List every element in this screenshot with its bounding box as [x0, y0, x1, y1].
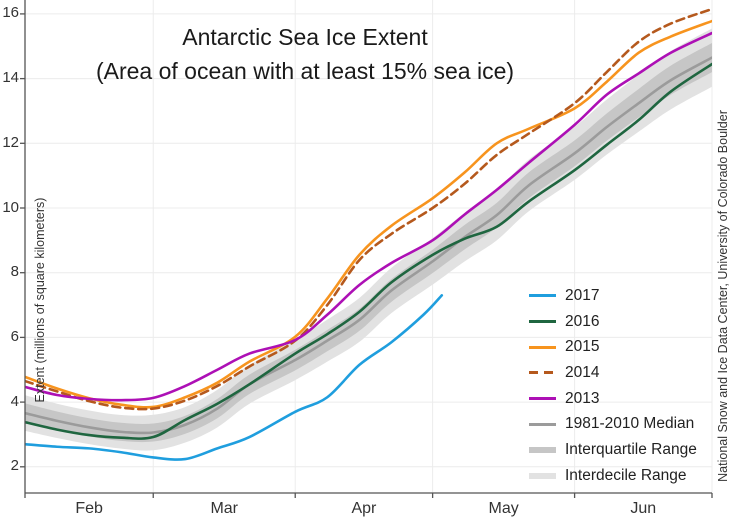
line-2014[interactable] [25, 7, 712, 411]
legend-swatch-2015 [529, 345, 556, 349]
legend-label: 2015 [565, 338, 600, 356]
legend-item-interdecile[interactable]: Interdecile Range [529, 463, 697, 489]
legend-item-2014[interactable]: 2014 [529, 360, 697, 386]
legend-swatch-median [529, 422, 556, 426]
legend-item-2017[interactable]: 2017 [529, 283, 697, 309]
legend-label: Interdecile Range [565, 466, 687, 484]
line-1981-2010-median[interactable] [25, 56, 712, 435]
line-2013[interactable] [25, 31, 712, 402]
legend-item-2013[interactable]: 2013 [529, 386, 697, 412]
legend-swatch-2014 [529, 371, 556, 375]
gridlines [25, 0, 713, 493]
legend-label: 1981-2010 Median [565, 415, 695, 433]
legend-swatch-2013 [529, 397, 556, 401]
line-2016[interactable] [25, 62, 712, 440]
legend-label: 2014 [565, 363, 600, 381]
legend-swatch-2016 [529, 320, 556, 324]
legend: 2017 2016 2015 2014 2013 1981-2010 Media… [529, 283, 697, 489]
line-2015[interactable] [25, 19, 712, 409]
legend-swatch-2017 [529, 294, 556, 298]
legend-label: 2016 [565, 312, 600, 330]
legend-label: 2017 [565, 286, 600, 304]
legend-item-2016[interactable]: 2016 [529, 309, 697, 335]
legend-item-median[interactable]: 1981-2010 Median [529, 411, 697, 437]
legend-swatch-interquartile [529, 446, 556, 453]
line-2017[interactable] [25, 294, 444, 461]
legend-label: 2013 [565, 389, 600, 407]
legend-swatch-interdecile [529, 472, 556, 479]
legend-item-interquartile[interactable]: Interquartile Range [529, 437, 697, 463]
legend-label: Interquartile Range [565, 440, 697, 458]
legend-item-2015[interactable]: 2015 [529, 334, 697, 360]
